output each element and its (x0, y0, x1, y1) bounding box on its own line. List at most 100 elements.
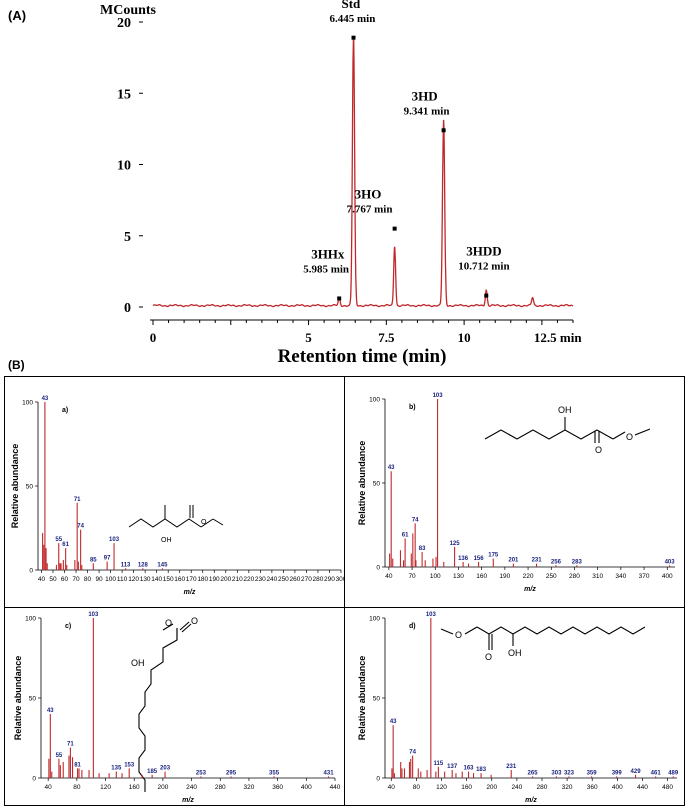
structure-a (128, 505, 224, 528)
peak-label: 74 (412, 517, 419, 523)
x-tick-label: 230 (255, 576, 266, 583)
peak-label: 61 (402, 532, 409, 538)
x-tick-label: 12.5 min (534, 330, 582, 345)
x-axis-label: m/z (525, 797, 537, 804)
peak-label: 355 (269, 770, 280, 776)
peak-marker (392, 226, 397, 231)
x-tick-label: 40 (45, 784, 53, 791)
x-tick-label: 270 (301, 576, 312, 583)
structure-d (440, 626, 646, 650)
x-tick-label: 260 (289, 576, 300, 583)
x-tick-label: 320 (244, 784, 255, 791)
y-tick-label: 50 (373, 696, 381, 703)
peak-label-3HD: 3HD (412, 88, 438, 103)
peak-label: 323 (564, 770, 575, 776)
peak-label: 115 (434, 761, 444, 767)
peak-label: 265 (528, 770, 539, 776)
x-tick-label: 40 (38, 576, 46, 583)
ms-panel-b: OH O O 40 70 100 130 160 190 220 250 280 310 340 37… (345, 377, 684, 608)
structure-b-o: O (595, 445, 602, 455)
y-tick-label: 50 (29, 696, 37, 703)
peak-label: 135 (111, 766, 122, 772)
x-tick-label: 100 (430, 573, 441, 580)
y-tick-label: 20 (117, 16, 131, 31)
x-tick-label: 340 (615, 573, 626, 580)
peak-label-3HDD: 3HDD (466, 244, 501, 259)
structure-d-o: O (455, 630, 462, 640)
x-tick-label: 400 (301, 784, 312, 791)
x-tick-label: 40 (388, 784, 396, 791)
structure-c (138, 621, 192, 792)
x-tick-label: 240 (511, 784, 522, 791)
peak-label: 431 (324, 770, 335, 776)
peak-label-Std: Std (342, 0, 362, 11)
x-tick-label: 130 (140, 576, 151, 583)
panel-label: c) (65, 623, 71, 630)
x-tick-label: 120 (128, 576, 139, 583)
x-tick-label: 310 (592, 573, 603, 580)
structure-d-oh: OH (508, 648, 522, 658)
peak-label: 163 (464, 766, 475, 772)
peak-marker (351, 35, 356, 40)
ms-chart-a: OH O 40 50 60 70 80 90 100 110 120 130 140 150 160 17… (10, 396, 344, 596)
peak-label: 295 (226, 770, 237, 776)
x-tick-label: 80 (73, 784, 81, 791)
x-tick-label: 80 (84, 576, 92, 583)
x-tick-label: 480 (662, 784, 673, 791)
x-tick-label: 40 (385, 573, 393, 580)
x-tick-label: 160 (461, 784, 472, 791)
ms-chart-d: O O OH 40 80 120 160 200 240 280 320 360 400 440 48… (357, 612, 679, 804)
x-tick-label: 300 (336, 576, 344, 583)
peak-label: 83 (419, 546, 426, 552)
peak-label: 55 (56, 753, 63, 759)
structure-a-oh: OH (161, 537, 172, 544)
y-tick-label: 0 (376, 776, 380, 783)
peak-label: 283 (572, 559, 583, 565)
x-tick-label: 280 (215, 784, 226, 791)
peak-label: 153 (124, 762, 135, 768)
peak-marker (337, 296, 342, 301)
x-tick-label: 180 (197, 576, 208, 583)
x-tick-label: 70 (408, 573, 416, 580)
x-tick-label: 280 (569, 573, 580, 580)
panel-label: d) (409, 623, 416, 630)
y-tick-label: 10 (117, 159, 131, 174)
peak-marker (441, 128, 446, 133)
x-tick-label: 150 (163, 576, 174, 583)
peak-label: 461 (651, 770, 662, 776)
x-tick-label: 440 (330, 784, 341, 791)
peak-label: 429 (631, 769, 642, 775)
peak-label: 231 (506, 764, 517, 770)
peak-label: 71 (67, 742, 74, 748)
y-tick-label: 100 (369, 616, 380, 623)
peak-time-3HDD: 10.712 min (458, 261, 509, 273)
y-axis-label: Relative abundance (13, 656, 23, 741)
y-axis-label: Relative abundance (357, 441, 367, 526)
peak-time-Std: 6.445 min (330, 13, 376, 25)
peak-label: 43 (390, 719, 397, 725)
peak-time-3HD: 9.341 min (404, 105, 450, 117)
peak-label: 43 (388, 465, 395, 471)
y-axis-label: MCounts (100, 3, 157, 18)
x-tick-label: 130 (453, 573, 464, 580)
peak-label: 97 (104, 556, 111, 562)
y-tick-label: 0 (32, 776, 36, 783)
x-tick-label: 220 (523, 573, 534, 580)
figure-label-b: (B) (8, 358, 25, 372)
x-tick-label: 160 (129, 784, 140, 791)
x-tick-label: 400 (662, 573, 673, 580)
x-tick-label: 370 (639, 573, 650, 580)
peak-time-3HHx: 5.985 min (303, 263, 349, 275)
y-tick-label: 0 (124, 301, 131, 316)
x-tick-label: 200 (486, 784, 497, 791)
x-tick-label: 160 (174, 576, 185, 583)
y-tick-label: 0 (29, 568, 33, 575)
x-tick-label: 170 (186, 576, 197, 583)
x-tick-label: 400 (612, 784, 623, 791)
panel-label: a) (62, 407, 68, 414)
x-tick-label: 90 (95, 576, 103, 583)
peak-label: 145 (157, 562, 168, 568)
x-tick-label: 440 (637, 784, 648, 791)
peak-label: 103 (433, 393, 444, 399)
x-tick-label: 200 (157, 784, 168, 791)
